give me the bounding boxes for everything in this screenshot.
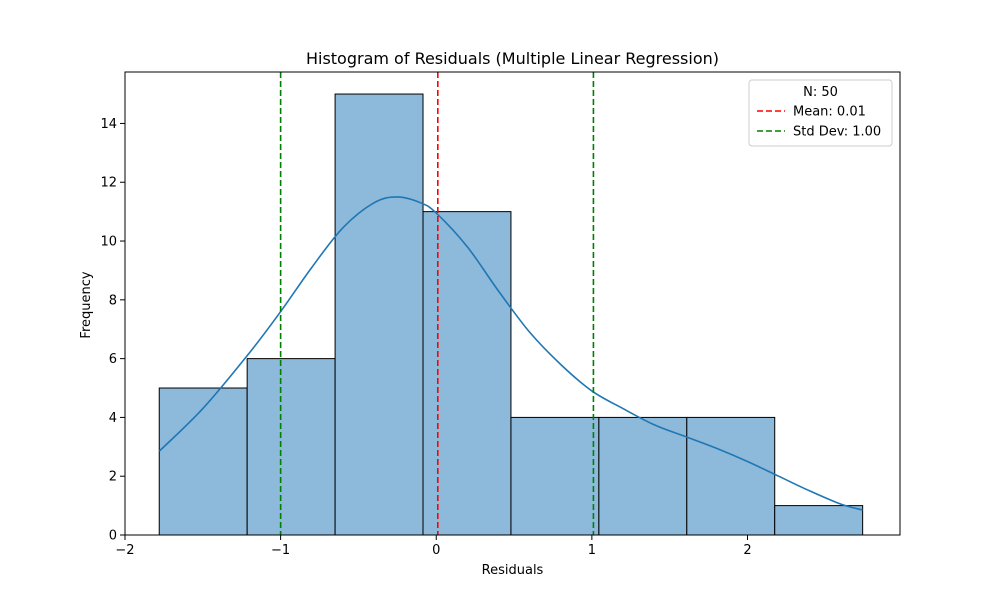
chart-title: Histogram of Residuals (Multiple Linear …	[306, 49, 719, 68]
y-axis-ticks: 0 2 4 6 8 10 12 14	[100, 117, 125, 544]
kde-curve	[158, 196, 863, 511]
y-tick-label: 2	[109, 470, 117, 485]
legend-box	[748, 79, 893, 147]
legend-label: Mean: 0.01	[793, 105, 866, 120]
x-axis-ticks: −2 −1 0 1 2	[115, 535, 752, 558]
histogram-bar	[510, 416, 600, 536]
histogram-bar	[422, 211, 512, 536]
histogram-bar	[774, 505, 864, 536]
histogram-bar	[158, 387, 248, 536]
x-tick-label: 1	[588, 543, 596, 558]
bars-group	[158, 93, 864, 536]
histogram-bar	[686, 416, 776, 536]
legend-title: N: 50	[803, 85, 838, 100]
legend: N: 50 Mean: 0.01 Std Dev: 1.00	[748, 79, 893, 147]
vlines-group	[279, 72, 595, 535]
x-axis-label: Residuals	[482, 563, 544, 578]
legend-label: Std Dev: 1.00	[793, 125, 881, 140]
x-tick-label: −1	[271, 543, 290, 558]
y-axis-label: Frequency	[79, 271, 94, 338]
histogram-bar	[246, 358, 336, 536]
y-tick-label: 8	[109, 293, 117, 308]
y-tick-label: 6	[109, 352, 117, 367]
y-tick-label: 14	[100, 117, 117, 132]
y-tick-label: 12	[100, 176, 117, 191]
histogram-bar	[334, 93, 424, 536]
plot-frame	[124, 71, 901, 536]
x-tick-label: 0	[432, 543, 440, 558]
y-tick-label: 0	[109, 529, 117, 544]
x-tick-label: 2	[743, 543, 751, 558]
y-tick-label: 4	[109, 411, 117, 426]
x-tick-label: −2	[115, 543, 134, 558]
y-tick-label: 10	[100, 235, 117, 250]
histogram-bar	[598, 416, 688, 536]
kde-group	[158, 196, 863, 511]
